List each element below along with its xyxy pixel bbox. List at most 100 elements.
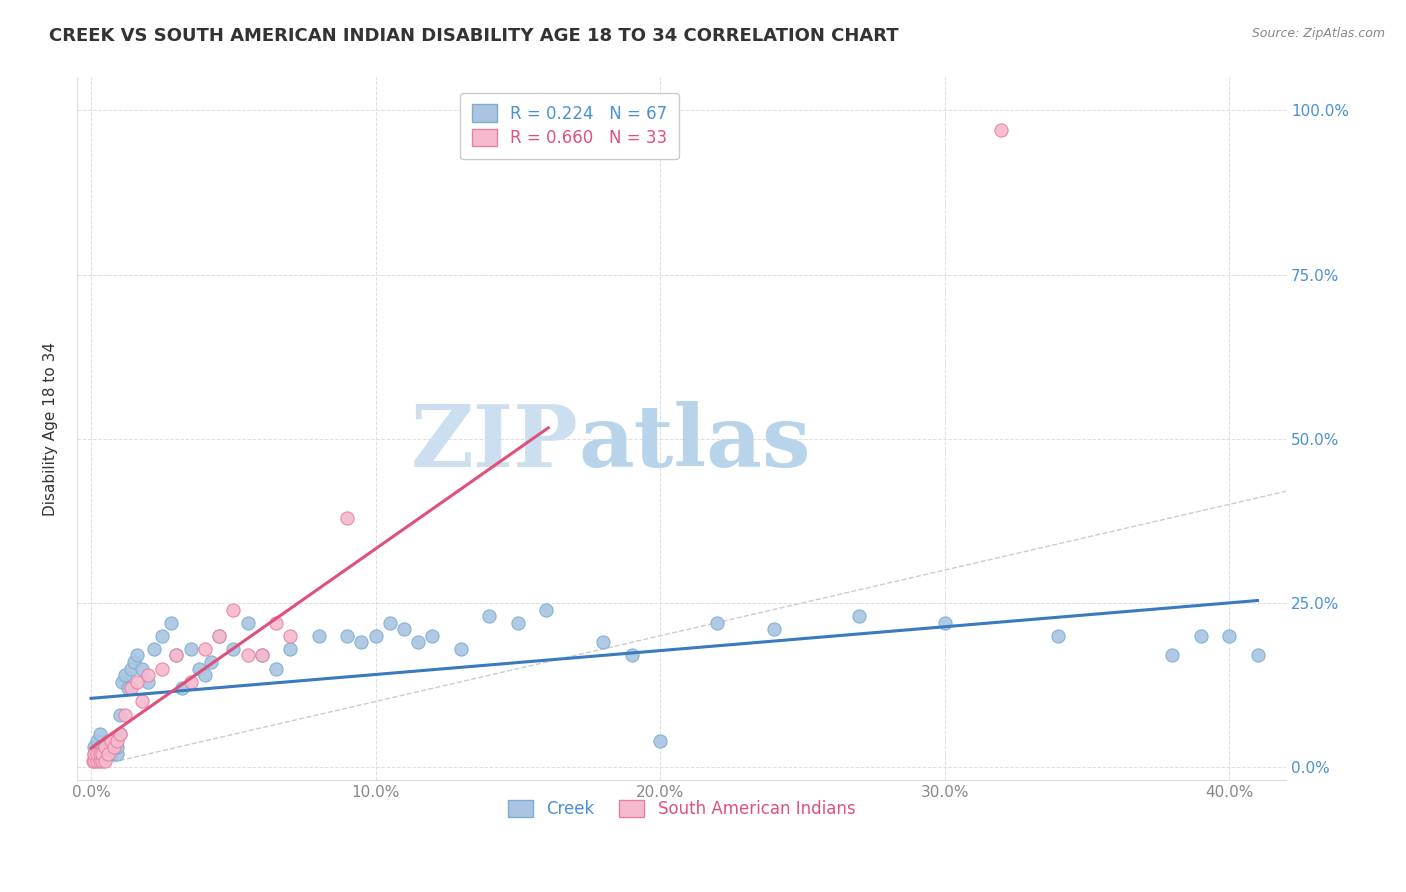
Point — [94, 747, 117, 761]
Point — [200, 655, 222, 669]
Point — [336, 629, 359, 643]
Point — [105, 740, 128, 755]
Text: ZIP: ZIP — [411, 401, 579, 485]
Legend: Creek, South American Indians: Creek, South American Indians — [501, 793, 862, 825]
Y-axis label: Disability Age 18 to 34: Disability Age 18 to 34 — [44, 342, 58, 516]
Point — [136, 674, 159, 689]
Point — [82, 754, 104, 768]
Point — [159, 615, 181, 630]
Point — [103, 740, 125, 755]
Point — [180, 674, 202, 689]
Point — [208, 629, 231, 643]
Point — [422, 629, 444, 643]
Point — [97, 747, 120, 761]
Point — [89, 747, 111, 761]
Point — [592, 635, 614, 649]
Point — [264, 615, 287, 630]
Point — [222, 602, 245, 616]
Point — [89, 740, 111, 755]
Point — [105, 747, 128, 761]
Point — [108, 707, 131, 722]
Text: Source: ZipAtlas.com: Source: ZipAtlas.com — [1251, 27, 1385, 40]
Point — [91, 740, 114, 755]
Point — [83, 754, 105, 768]
Point — [94, 740, 117, 755]
Point — [120, 662, 142, 676]
Point — [105, 734, 128, 748]
Point — [83, 747, 105, 761]
Point — [108, 727, 131, 741]
Point — [150, 629, 173, 643]
Point — [111, 674, 134, 689]
Point — [89, 754, 111, 768]
Point — [165, 648, 187, 663]
Point — [848, 609, 870, 624]
Point — [122, 655, 145, 669]
Point — [406, 635, 429, 649]
Point — [378, 615, 401, 630]
Point — [94, 754, 117, 768]
Point — [103, 740, 125, 755]
Point — [97, 747, 120, 761]
Point — [222, 641, 245, 656]
Point — [990, 123, 1012, 137]
Point — [1246, 648, 1268, 663]
Point — [236, 615, 259, 630]
Point — [125, 648, 148, 663]
Text: atlas: atlas — [579, 401, 811, 485]
Point — [1161, 648, 1184, 663]
Point — [91, 747, 114, 761]
Point — [86, 734, 108, 748]
Point — [114, 707, 136, 722]
Point — [350, 635, 373, 649]
Point — [188, 662, 211, 676]
Point — [236, 648, 259, 663]
Point — [83, 740, 105, 755]
Point — [194, 668, 217, 682]
Point — [208, 629, 231, 643]
Point — [1218, 629, 1240, 643]
Point — [194, 641, 217, 656]
Point — [1047, 629, 1070, 643]
Point — [620, 648, 643, 663]
Point — [125, 674, 148, 689]
Point — [364, 629, 387, 643]
Point — [264, 662, 287, 676]
Point — [536, 602, 558, 616]
Point — [1189, 629, 1212, 643]
Point — [392, 622, 415, 636]
Point — [131, 694, 153, 708]
Point — [131, 662, 153, 676]
Point — [100, 740, 122, 755]
Point — [250, 648, 273, 663]
Point — [450, 641, 472, 656]
Point — [150, 662, 173, 676]
Point — [100, 747, 122, 761]
Point — [86, 754, 108, 768]
Point — [86, 747, 108, 761]
Point — [180, 641, 202, 656]
Point — [648, 734, 671, 748]
Point — [142, 641, 165, 656]
Text: CREEK VS SOUTH AMERICAN INDIAN DISABILITY AGE 18 TO 34 CORRELATION CHART: CREEK VS SOUTH AMERICAN INDIAN DISABILIT… — [49, 27, 898, 45]
Point — [136, 668, 159, 682]
Point — [86, 747, 108, 761]
Point — [89, 727, 111, 741]
Point — [278, 641, 301, 656]
Point — [83, 747, 105, 761]
Point — [91, 754, 114, 768]
Point — [478, 609, 501, 624]
Point — [706, 615, 728, 630]
Point — [172, 681, 194, 696]
Point — [762, 622, 785, 636]
Point — [934, 615, 956, 630]
Point — [165, 648, 187, 663]
Point — [250, 648, 273, 663]
Point — [100, 734, 122, 748]
Point — [97, 734, 120, 748]
Point — [108, 727, 131, 741]
Point — [278, 629, 301, 643]
Point — [94, 740, 117, 755]
Point — [120, 681, 142, 696]
Point — [308, 629, 330, 643]
